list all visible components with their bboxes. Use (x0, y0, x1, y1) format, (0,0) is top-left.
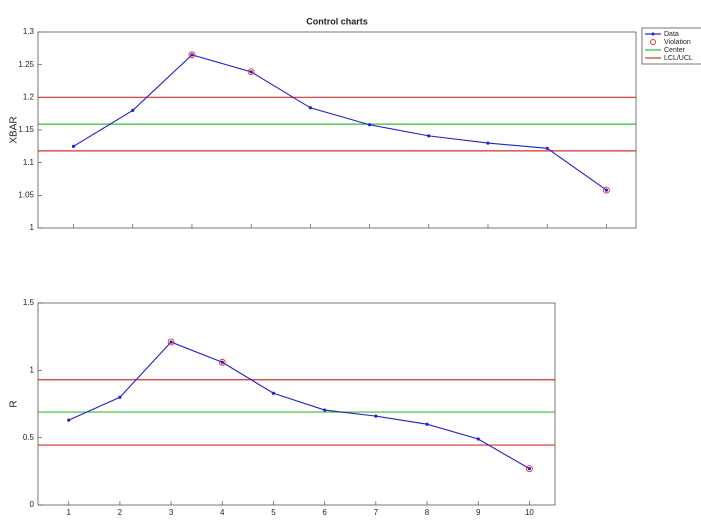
data-point (169, 340, 173, 344)
data-point (118, 395, 122, 399)
legend-swatch (650, 39, 656, 45)
data-point (367, 123, 372, 127)
legend-swatch (651, 32, 655, 36)
data-point (486, 141, 490, 145)
data-point (190, 53, 194, 57)
x-tick-label: 10 (525, 508, 534, 517)
data-point (476, 437, 480, 441)
violation-marker (602, 186, 610, 194)
violation-marker (525, 465, 533, 473)
x-tick-label: 4 (220, 508, 225, 517)
y-tick-label: 1.25 (18, 60, 34, 69)
y-tick-label: 1.5 (23, 298, 35, 307)
legend-label: Center (664, 47, 686, 54)
chart-title: Control charts (306, 16, 368, 26)
data-point (308, 106, 312, 110)
y-tick-label: 1.1 (23, 158, 35, 167)
y-tick-label: 0 (30, 500, 35, 509)
data-point (545, 146, 549, 150)
y-tick-label: 1.3 (23, 27, 35, 36)
y-tick-label: 1.15 (18, 125, 34, 134)
data-point (427, 134, 431, 138)
x-tick-label: 2 (118, 508, 123, 517)
violation-marker (247, 68, 255, 76)
x-tick-label: 3 (169, 508, 174, 517)
data-line (73, 54, 607, 191)
x-tick-label: 8 (425, 508, 430, 517)
data-point (220, 360, 224, 364)
data-point (374, 414, 378, 418)
y-axis-label: R (9, 400, 20, 407)
legend-label: Data (664, 31, 679, 38)
data-point (425, 422, 429, 426)
y-axis-label: XBAR (9, 116, 20, 143)
x-tick-label: 9 (476, 508, 481, 517)
data-point (71, 144, 76, 148)
data-point (604, 188, 608, 192)
data-point (323, 408, 327, 412)
y-tick-label: 1.05 (18, 190, 34, 199)
data-point (67, 418, 71, 422)
x-tick-label: 5 (271, 508, 276, 517)
data-point (527, 467, 532, 471)
x-tick-label: 7 (374, 508, 379, 517)
data-point (131, 108, 135, 112)
violation-marker (218, 358, 226, 366)
x-tick-label: 1 (66, 508, 71, 517)
plot-area (37, 302, 556, 506)
legend-label: Violation (664, 39, 691, 46)
y-tick-label: 0.5 (23, 433, 35, 442)
data-point (271, 391, 276, 395)
data-line (68, 341, 530, 470)
plot-area (37, 31, 637, 229)
data-point (249, 70, 253, 74)
x-tick-label: 6 (322, 508, 327, 517)
legend-label: LCL/UCL (664, 55, 693, 62)
violation-marker (167, 338, 175, 346)
y-tick-label: 1 (30, 223, 35, 232)
violation-marker (188, 51, 196, 59)
y-tick-label: 1 (30, 365, 35, 374)
y-tick-label: 1.2 (23, 92, 35, 101)
